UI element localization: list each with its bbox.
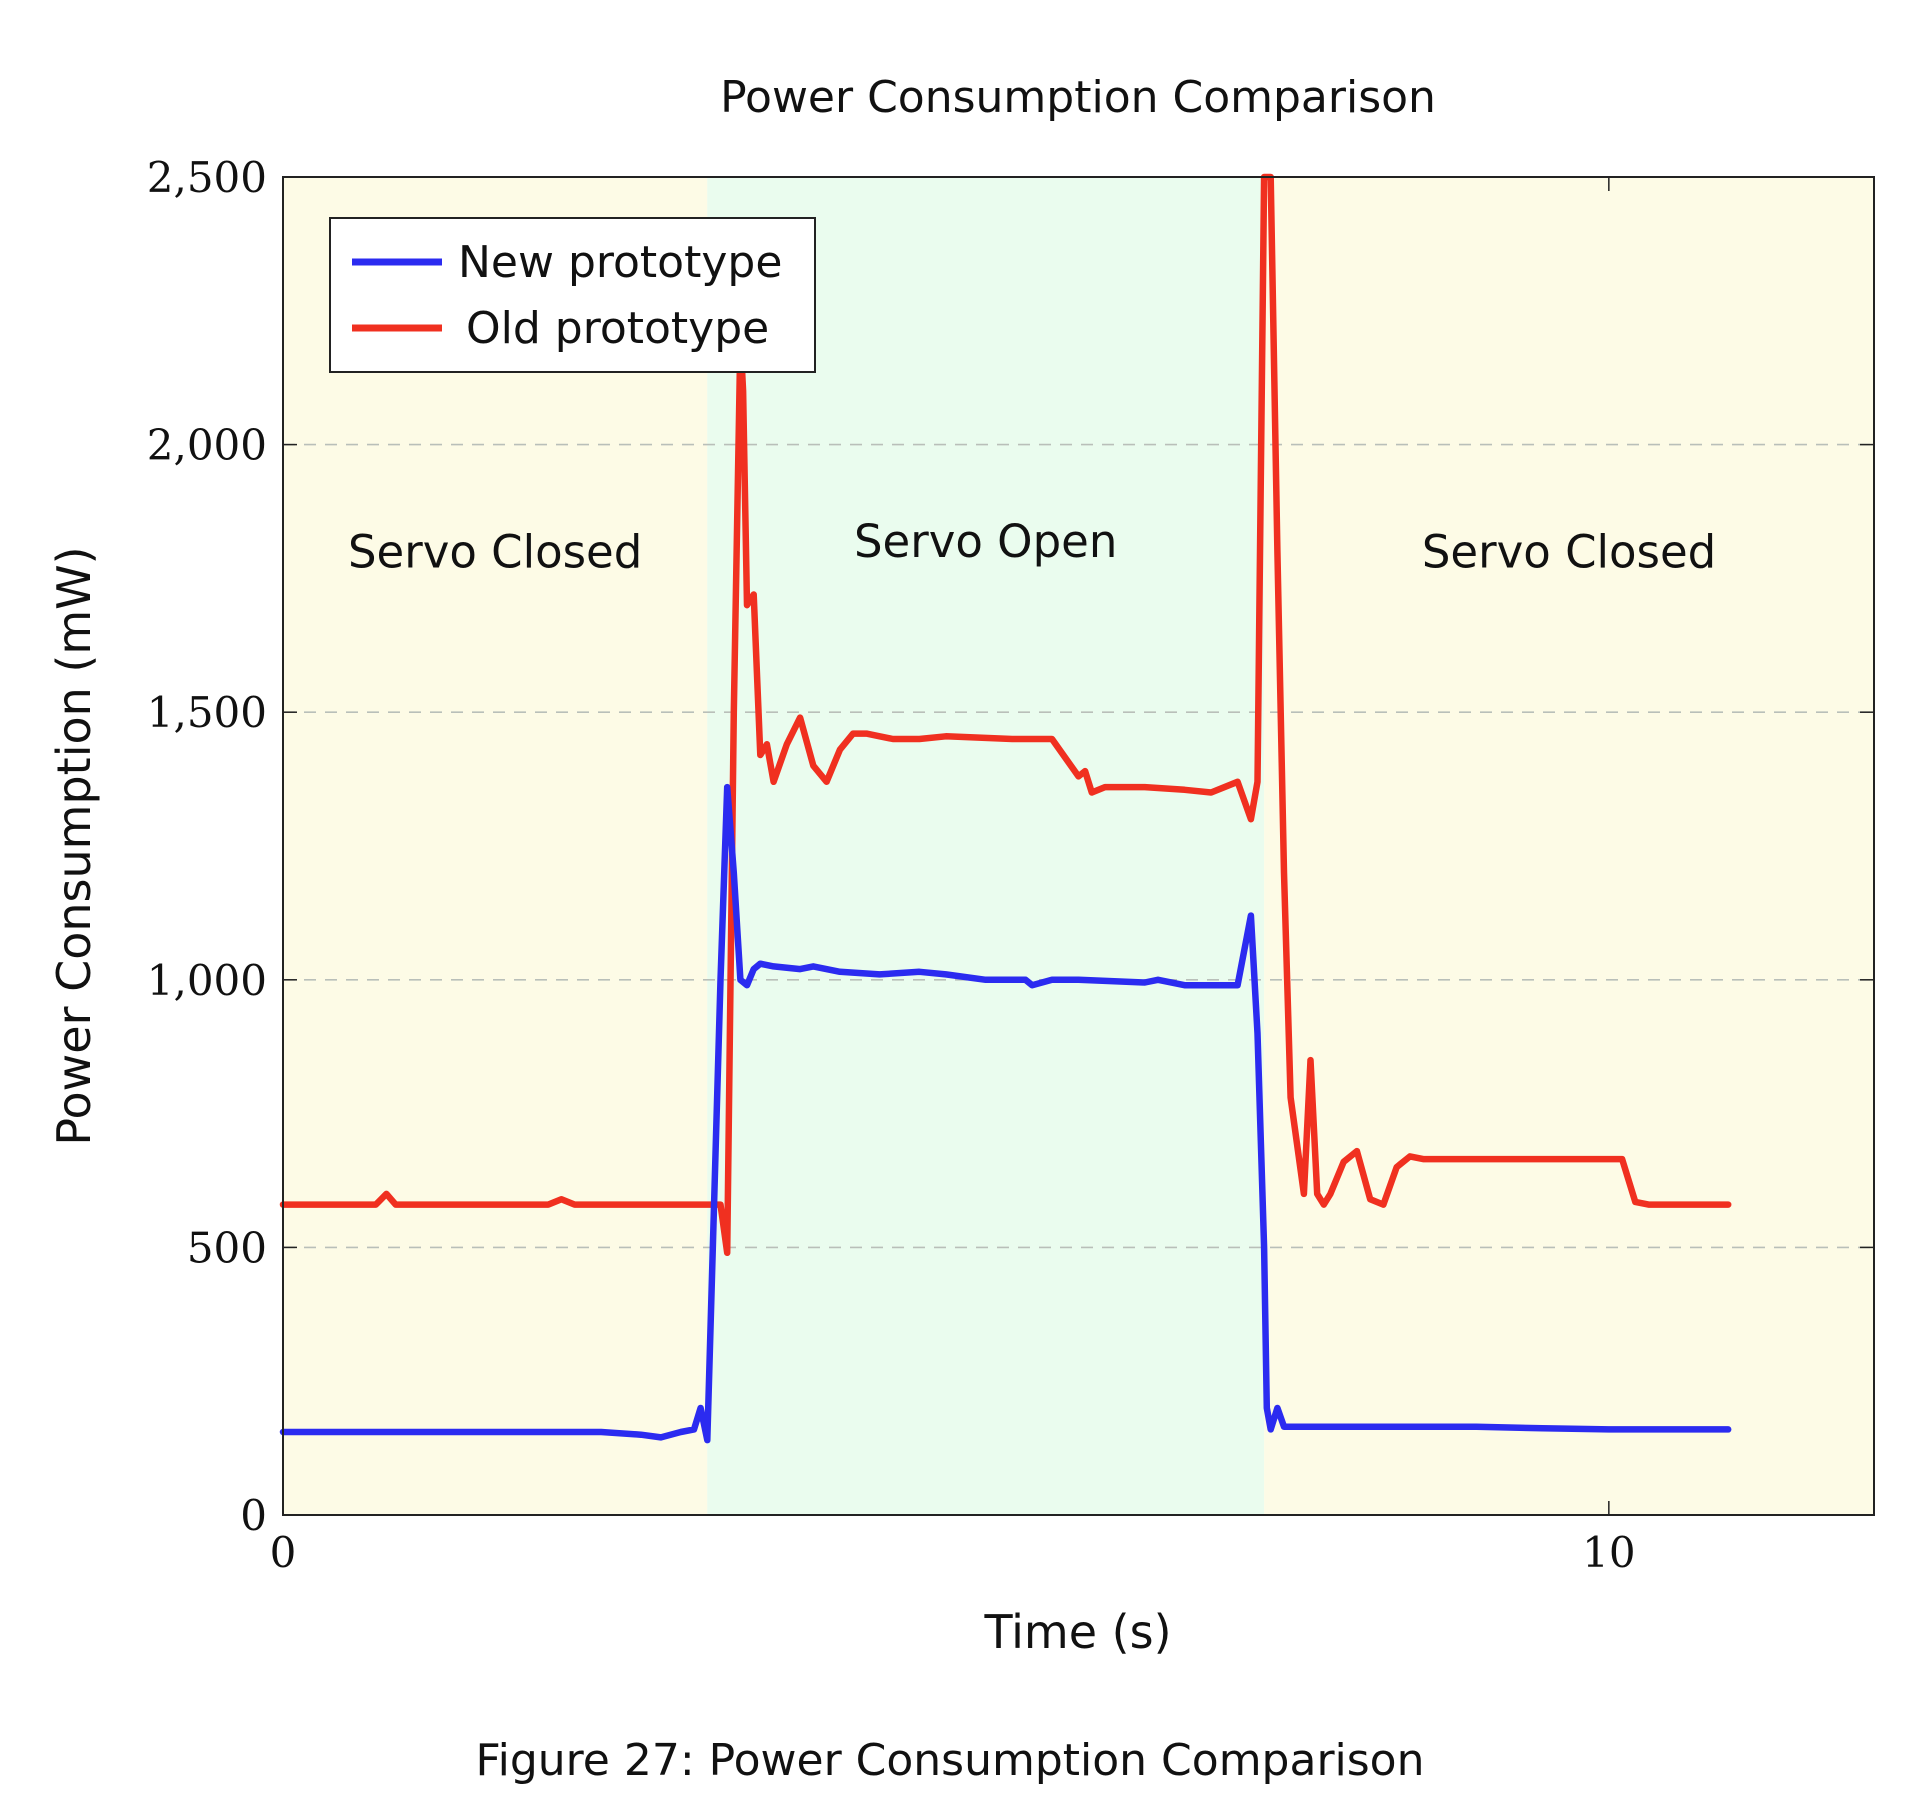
axis-ticks: 0 500 1,000 1,500 2,000 2,500 0 10: [147, 153, 1874, 1577]
legend: New prototype Old prototype: [329, 217, 816, 373]
x-tick-label-0: 0: [270, 1528, 297, 1577]
legend-box: [329, 217, 816, 373]
y-tick-label-500: 500: [187, 1223, 267, 1272]
series-line-old-prototype: [279, 173, 1732, 1257]
y-tick-label-0: 0: [240, 1491, 267, 1540]
y-axis-label: Power Consumption (mW): [47, 546, 101, 1145]
region-label-1: Servo Open: [854, 515, 1117, 568]
region-2-servo-closed: [1264, 177, 1874, 1515]
region-label-0: Servo Closed: [348, 526, 642, 579]
figure-caption: Figure 27: Power Consumption Comparison: [476, 1735, 1425, 1786]
region-0-servo-closed: [283, 177, 708, 1515]
plot-frame: [282, 176, 1875, 1516]
region-backgrounds: [283, 177, 1874, 1515]
chart-title: Power Consumption Comparison: [720, 72, 1436, 123]
legend-label-old-prototype: Old prototype: [466, 303, 769, 354]
region-label-2: Servo Closed: [1422, 526, 1716, 579]
y-tick-label-2500: 2,500: [147, 153, 267, 202]
y-tick-label-2000: 2,000: [147, 421, 267, 470]
region-labels: Servo Closed Servo Open Servo Closed: [348, 515, 1716, 579]
y-tick-label-1500: 1,500: [147, 688, 267, 737]
region-1-servo-open: [707, 177, 1265, 1515]
series-line-new-prototype: [279, 783, 1732, 1444]
gridlines: [283, 443, 1874, 1249]
y-tick-label-1000: 1,000: [147, 956, 267, 1005]
x-axis-label: Time (s): [983, 1605, 1171, 1659]
series-lines: [279, 173, 1732, 1444]
legend-label-new-prototype: New prototype: [458, 237, 782, 288]
x-tick-label-10: 10: [1582, 1528, 1635, 1577]
